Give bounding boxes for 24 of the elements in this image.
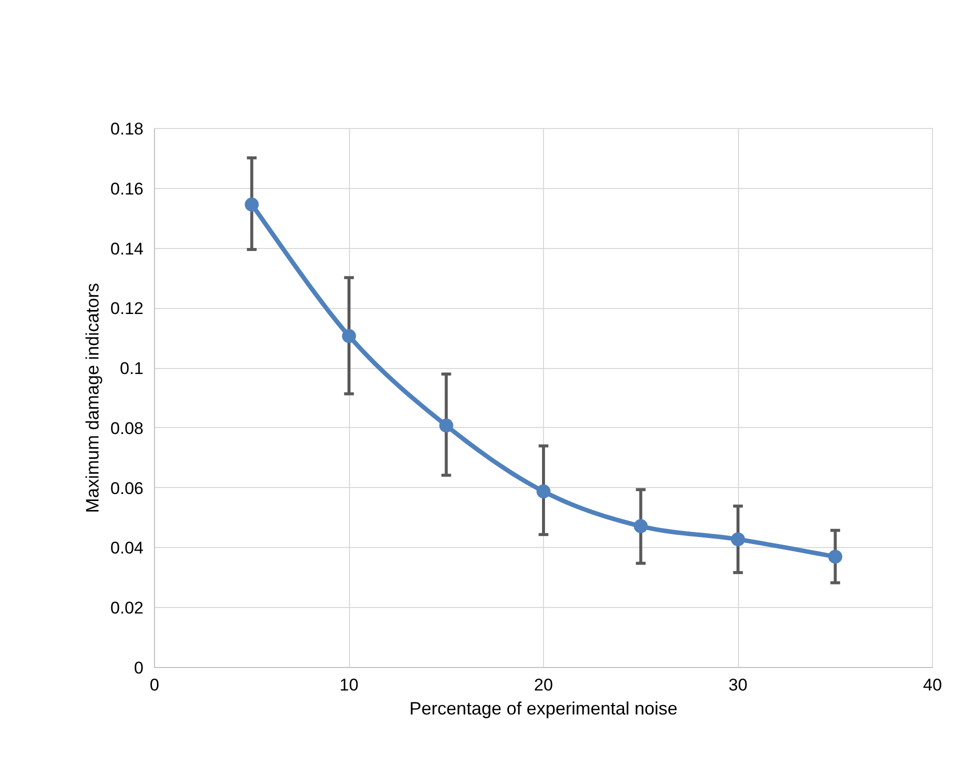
point	[731, 532, 745, 546]
x-axis-title: Percentage of experimental noise	[409, 698, 678, 718]
x-tick-label: 40	[923, 676, 942, 694]
y-tick-label: 0.16	[110, 179, 144, 198]
y-tick-label: 0.04	[110, 538, 144, 558]
y-tick-label: 0.02	[110, 598, 144, 618]
x-tick-label: 10	[340, 676, 358, 694]
y-tick-label: 0.14	[110, 239, 144, 258]
y-tick-label: 0.12	[110, 299, 144, 318]
y-tick-label: 0.18	[110, 120, 144, 138]
point	[536, 484, 550, 498]
y-axis-title: Maximum damage indicators	[82, 282, 102, 514]
y-tick-label: 0	[134, 658, 144, 678]
y-tick-label: 0.1	[120, 359, 144, 378]
y-tick-label: 0.06	[110, 478, 144, 498]
point	[244, 198, 259, 212]
point	[828, 550, 842, 564]
y-tick-label: 0.08	[110, 418, 144, 438]
x-tick-label: 0	[150, 676, 160, 694]
point	[439, 418, 454, 433]
x-tick-label: 30	[728, 676, 748, 694]
point	[342, 329, 356, 343]
x-tick-label: 20	[534, 676, 553, 694]
point	[634, 519, 648, 534]
